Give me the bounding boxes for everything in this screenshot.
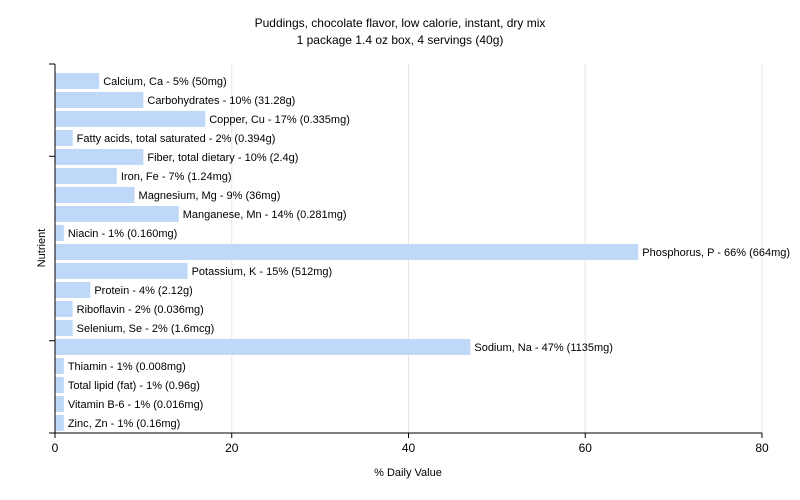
- x-tick-label: 80: [755, 441, 769, 455]
- bar: [55, 377, 64, 393]
- x-tick-label: 60: [579, 441, 593, 455]
- chart-subtitle: 1 package 1.4 oz box, 4 servings (40g): [297, 33, 504, 47]
- bars: Calcium, Ca - 5% (50mg) Carbohydrates - 1…: [55, 73, 790, 431]
- bar-label: Magnesium, Mg - 9% (36mg): [139, 190, 281, 202]
- bar-label: Potassium, K - 15% (512mg): [192, 266, 333, 278]
- bar: [55, 92, 144, 108]
- bar-label: Niacin - 1% (0.160mg): [68, 228, 177, 240]
- bar: [55, 244, 639, 260]
- bar-label: Carbohydrates - 10% (31.28g): [147, 95, 295, 107]
- bar-label: Thiamin - 1% (0.008mg): [68, 361, 186, 373]
- bar: [55, 149, 144, 165]
- bar: [55, 111, 206, 127]
- bar: [55, 206, 179, 222]
- bar-label: Manganese, Mn - 14% (0.281mg): [183, 209, 347, 221]
- bar: [55, 301, 73, 317]
- bar: [55, 225, 64, 241]
- bar: [55, 339, 471, 355]
- bar: [55, 168, 117, 184]
- bar-label: Total lipid (fat) - 1% (0.96g): [68, 380, 200, 392]
- bar: [55, 358, 64, 374]
- axes: 0 20 40 60 80: [49, 63, 769, 455]
- bar-label: Phosphorus, P - 66% (664mg): [642, 247, 790, 259]
- bar-label: Vitamin B-6 - 1% (0.016mg): [68, 399, 204, 411]
- x-tick-label: 0: [52, 441, 59, 455]
- bar-label: Fiber, total dietary - 10% (2.4g): [147, 152, 298, 164]
- bar: [55, 320, 73, 336]
- bar-label: Sodium, Na - 47% (1135mg): [474, 342, 613, 354]
- bar: [55, 415, 64, 431]
- bar-label: Copper, Cu - 17% (0.335mg): [209, 114, 350, 126]
- bar: [55, 396, 64, 412]
- x-tick-label: 40: [402, 441, 416, 455]
- bar-label: Calcium, Ca - 5% (50mg): [103, 76, 226, 88]
- bar-label: Selenium, Se - 2% (1.6mcg): [77, 323, 215, 335]
- bar-label: Fatty acids, total saturated - 2% (0.394…: [77, 133, 276, 145]
- bar-label: Iron, Fe - 7% (1.24mg): [121, 171, 232, 183]
- y-axis-label: Nutrient: [36, 229, 48, 268]
- bar: [55, 282, 91, 298]
- x-tick-label: 20: [225, 441, 239, 455]
- bar-label: Protein - 4% (2.12g): [94, 285, 192, 297]
- bar: [55, 130, 73, 146]
- chart-title: Puddings, chocolate flavor, low calorie,…: [255, 16, 546, 30]
- bar: [55, 187, 135, 203]
- bar: [55, 73, 100, 89]
- bar-label: Zinc, Zn - 1% (0.16mg): [68, 418, 180, 430]
- bar-label: Riboflavin - 2% (0.036mg): [77, 304, 204, 316]
- x-axis-label: % Daily Value: [374, 467, 442, 479]
- bar: [55, 263, 188, 279]
